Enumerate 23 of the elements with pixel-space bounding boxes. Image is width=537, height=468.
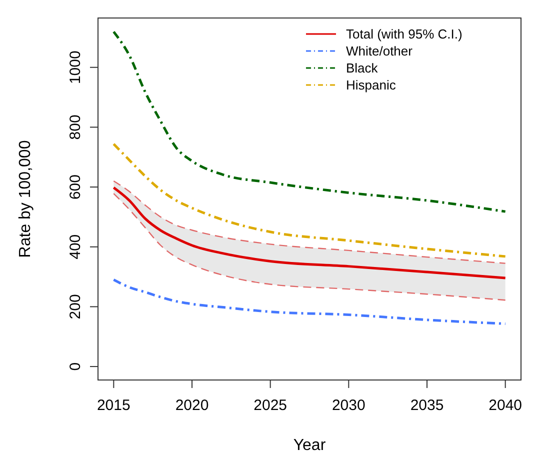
line-series [113, 180, 506, 264]
y-tick-label: 1000 [67, 50, 84, 84]
y-tick-label: 400 [67, 234, 84, 260]
legend-label: Total (with 95% C.I.) [346, 26, 462, 42]
line-series [112, 278, 507, 326]
x-tick-label: 2015 [96, 397, 130, 414]
x-tick-label: 2020 [175, 397, 209, 414]
y-tick-label: 800 [67, 114, 84, 140]
y-axis-title: Rate by 100,000 [17, 140, 34, 258]
x-tick-label: 2040 [488, 397, 522, 414]
line-series [112, 30, 507, 213]
y-tick-label: 600 [67, 174, 84, 200]
y-tick-label: 200 [67, 294, 84, 320]
y-tick-label: 0 [67, 362, 84, 371]
line-series [112, 186, 507, 280]
legend-label: Black [346, 60, 378, 76]
x-tick-label: 2035 [410, 397, 444, 414]
x-tick-label: 2025 [254, 397, 288, 414]
line-series [112, 142, 507, 258]
x-axis-title: Year [293, 437, 326, 454]
x-tick-label: 2030 [332, 397, 366, 414]
legend-label: White/other [346, 44, 414, 58]
legend-label: Hispanic [346, 78, 396, 92]
